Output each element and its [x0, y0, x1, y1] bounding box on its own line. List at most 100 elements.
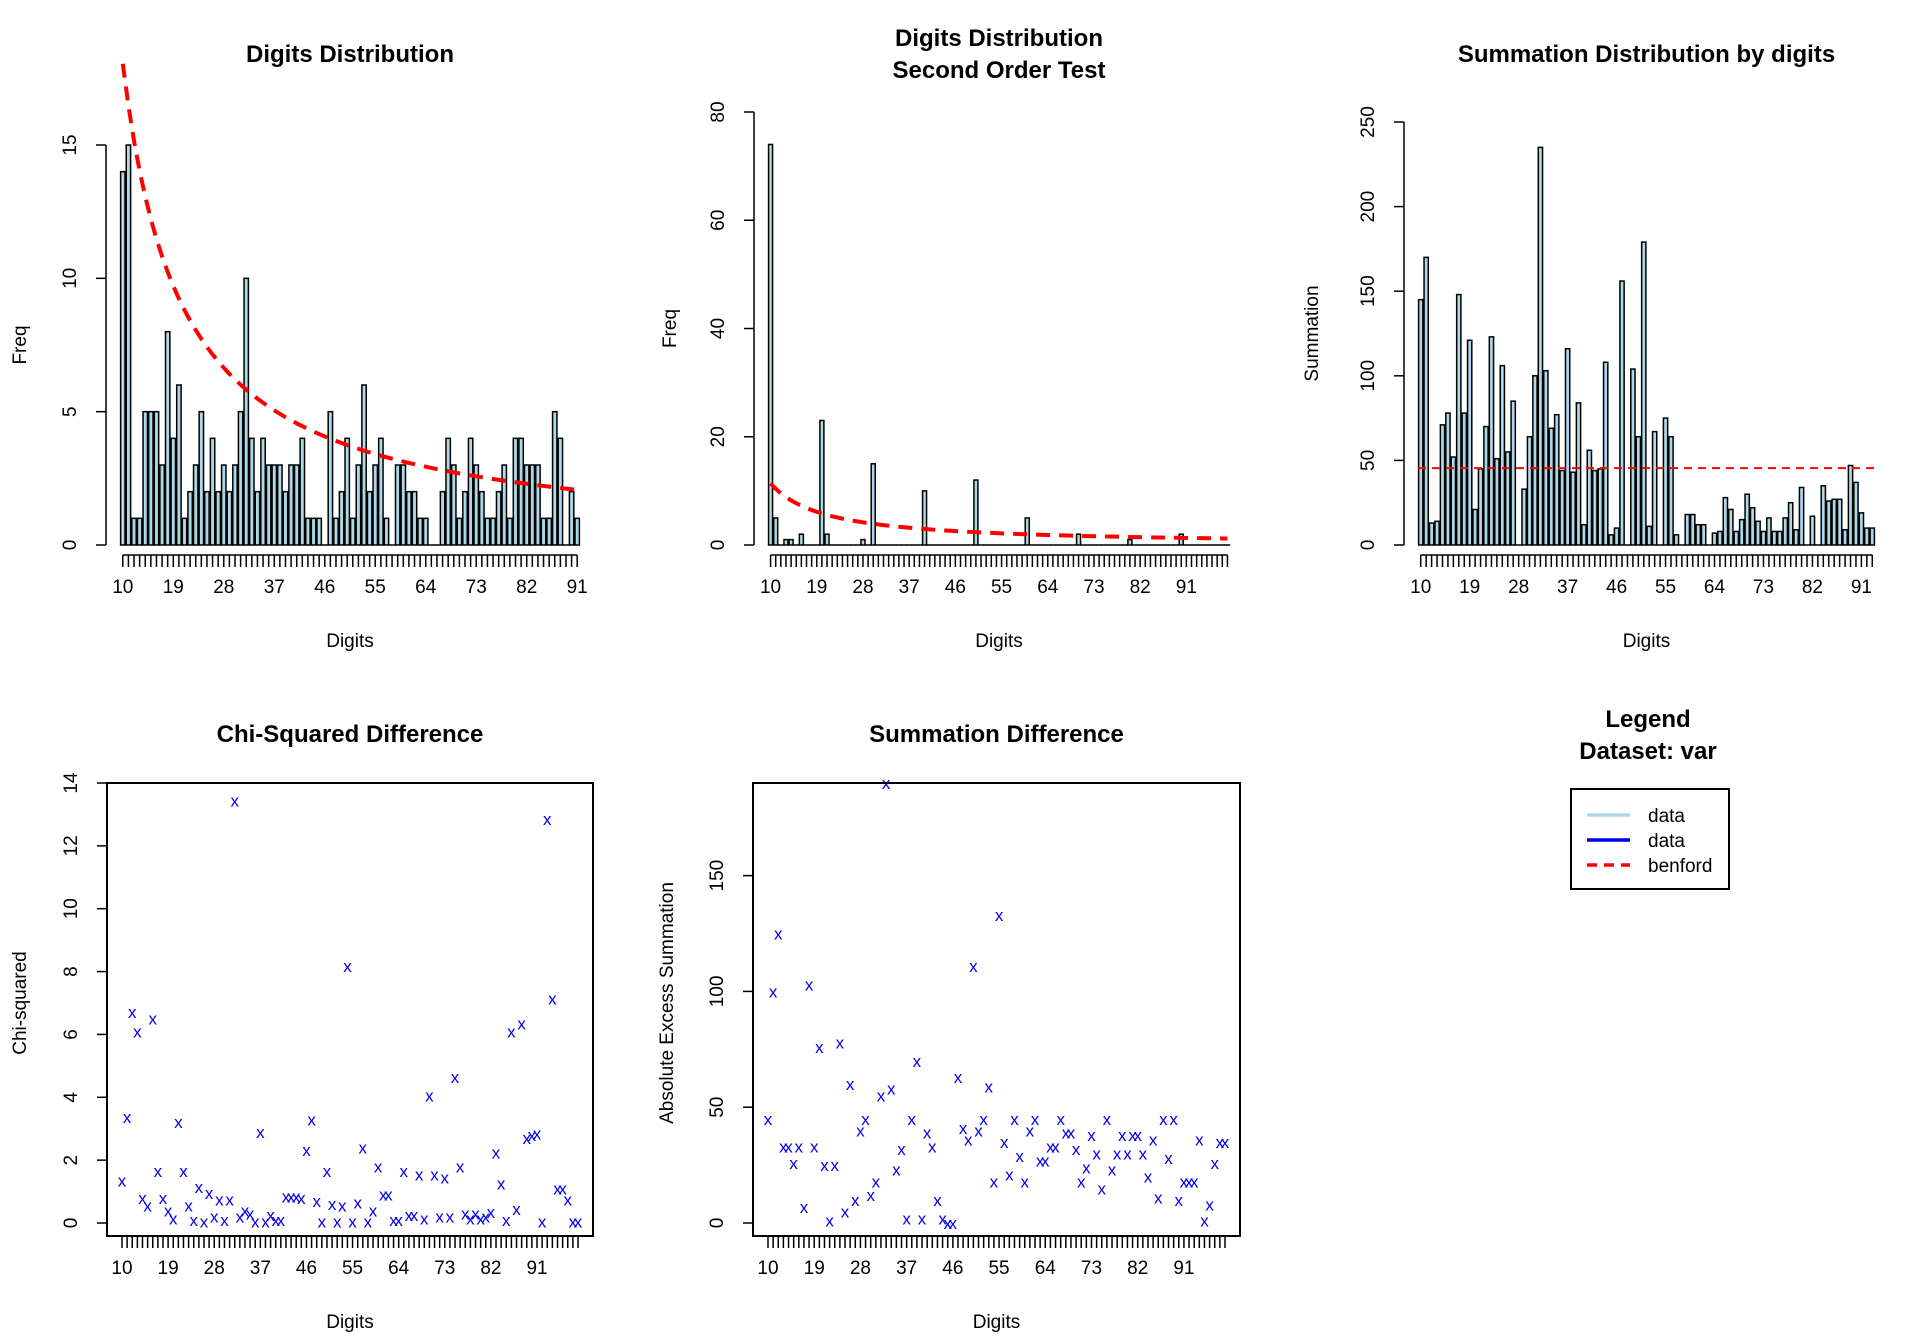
- scatter-point: x: [277, 1211, 286, 1230]
- bar: [372, 464, 379, 546]
- scatter-point: x: [872, 1172, 881, 1191]
- scatter-point: x: [133, 1022, 142, 1041]
- x-tick-label: 37: [899, 577, 920, 598]
- y-axis-label: Freq: [10, 325, 31, 364]
- bar: [1586, 449, 1593, 546]
- scatter-point: x: [297, 1189, 306, 1208]
- scatter-point: x: [969, 957, 978, 976]
- x-tick-label: 82: [1802, 577, 1823, 598]
- scatter-point: x: [154, 1162, 163, 1181]
- scatter-point: x: [995, 906, 1004, 925]
- bar: [1630, 368, 1636, 546]
- y-tick-label: 0: [708, 540, 729, 551]
- scatter-point: x: [1092, 1145, 1101, 1164]
- scatter-point: x: [964, 1131, 973, 1150]
- scatter-point: x: [1149, 1131, 1158, 1150]
- y-tick-label: 0: [60, 540, 81, 551]
- x-tick-label: 73: [1753, 577, 1774, 598]
- scatter-point: x: [1169, 1110, 1178, 1129]
- bar: [1635, 435, 1642, 546]
- y-tick-label: 12: [61, 835, 82, 856]
- bar: [304, 517, 311, 546]
- bar: [276, 464, 283, 546]
- scatter-point: x: [985, 1077, 994, 1096]
- scatter-point: x: [831, 1156, 840, 1175]
- bar: [512, 437, 519, 546]
- bar: [1450, 456, 1457, 546]
- chart-title: Second Order Test: [893, 57, 1106, 84]
- chart-title: Summation Distribution by digits: [1458, 41, 1835, 68]
- scatter-point: x: [118, 1172, 127, 1191]
- bar: [394, 464, 401, 546]
- bar: [215, 490, 222, 546]
- bar: [1591, 469, 1598, 546]
- y-tick-label: 100: [1358, 360, 1379, 392]
- bar: [546, 517, 553, 546]
- benford-curve: [769, 482, 1228, 541]
- bar: [1428, 522, 1435, 546]
- bar: [175, 384, 182, 546]
- scatter-point: x: [492, 1143, 501, 1162]
- y-tick-label: 2: [61, 1155, 82, 1166]
- y-tick-label: 150: [1358, 275, 1379, 307]
- scatter-point: x: [769, 982, 778, 1001]
- bar: [1722, 496, 1729, 546]
- x-tick-label: 28: [852, 577, 873, 598]
- bar: [506, 517, 513, 546]
- x-axis-label: Digits: [973, 1312, 1021, 1333]
- bar: [361, 384, 367, 546]
- scatter-point: x: [1067, 1124, 1076, 1143]
- chart-title: Digits Distribution: [895, 25, 1103, 52]
- bar: [220, 464, 227, 546]
- bar: [473, 464, 480, 546]
- bar: [1548, 427, 1555, 546]
- scatter-point: x: [476, 1209, 485, 1228]
- bar: [293, 464, 300, 546]
- bar: [824, 533, 830, 546]
- scatter-point: x: [379, 1186, 388, 1205]
- bar: [1646, 525, 1653, 546]
- bar: [1597, 468, 1604, 546]
- bar: [1499, 364, 1506, 546]
- x-tick-label: 55: [991, 577, 1012, 598]
- scatter-point: x: [913, 1052, 922, 1071]
- y-tick-label: 250: [1358, 106, 1379, 138]
- chart-title: Chi-Squared Difference: [217, 721, 484, 748]
- scatter-point: x: [1015, 1147, 1024, 1166]
- scatter-point: x: [1056, 1110, 1065, 1129]
- bar: [170, 437, 177, 546]
- scatter-point: x: [195, 1178, 204, 1197]
- bar: [1727, 508, 1734, 546]
- x-tick-label: 19: [806, 577, 827, 598]
- scatter-point: x: [1103, 1110, 1112, 1129]
- scatter-point: x: [225, 1190, 234, 1209]
- scatter-point: x: [523, 1129, 532, 1148]
- x-tick-label: 19: [163, 577, 184, 598]
- bar: [1809, 515, 1816, 546]
- scatter-point: x: [405, 1206, 414, 1225]
- scatter-point: x: [1221, 1133, 1230, 1152]
- scatter-point: x: [1144, 1168, 1153, 1187]
- scatter-point: x: [266, 1206, 275, 1225]
- scatter-point: x: [359, 1139, 368, 1158]
- scatter-point: x: [384, 1186, 393, 1205]
- scatter-point: x: [328, 1195, 337, 1214]
- scatter-point: x: [1216, 1133, 1225, 1152]
- bar: [204, 490, 210, 546]
- x-tick-label: 73: [1081, 1258, 1102, 1279]
- x-tick-label: 82: [480, 1258, 501, 1279]
- x-tick-label: 91: [526, 1258, 547, 1279]
- scatter-point: x: [548, 989, 557, 1008]
- scatter-point: x: [1180, 1172, 1189, 1191]
- scatter-point: x: [1082, 1158, 1091, 1177]
- scatter-point: x: [933, 1191, 942, 1210]
- bar: [819, 419, 825, 546]
- bar: [1651, 430, 1658, 546]
- bar: [1488, 336, 1495, 546]
- scatter-point: x: [123, 1108, 132, 1127]
- scatter-point: x: [1175, 1191, 1184, 1210]
- scatter-point: x: [415, 1165, 424, 1184]
- scatter-point: x: [169, 1209, 178, 1228]
- y-axis-label: Absolute Excess Summation: [657, 882, 678, 1124]
- bar: [299, 437, 306, 546]
